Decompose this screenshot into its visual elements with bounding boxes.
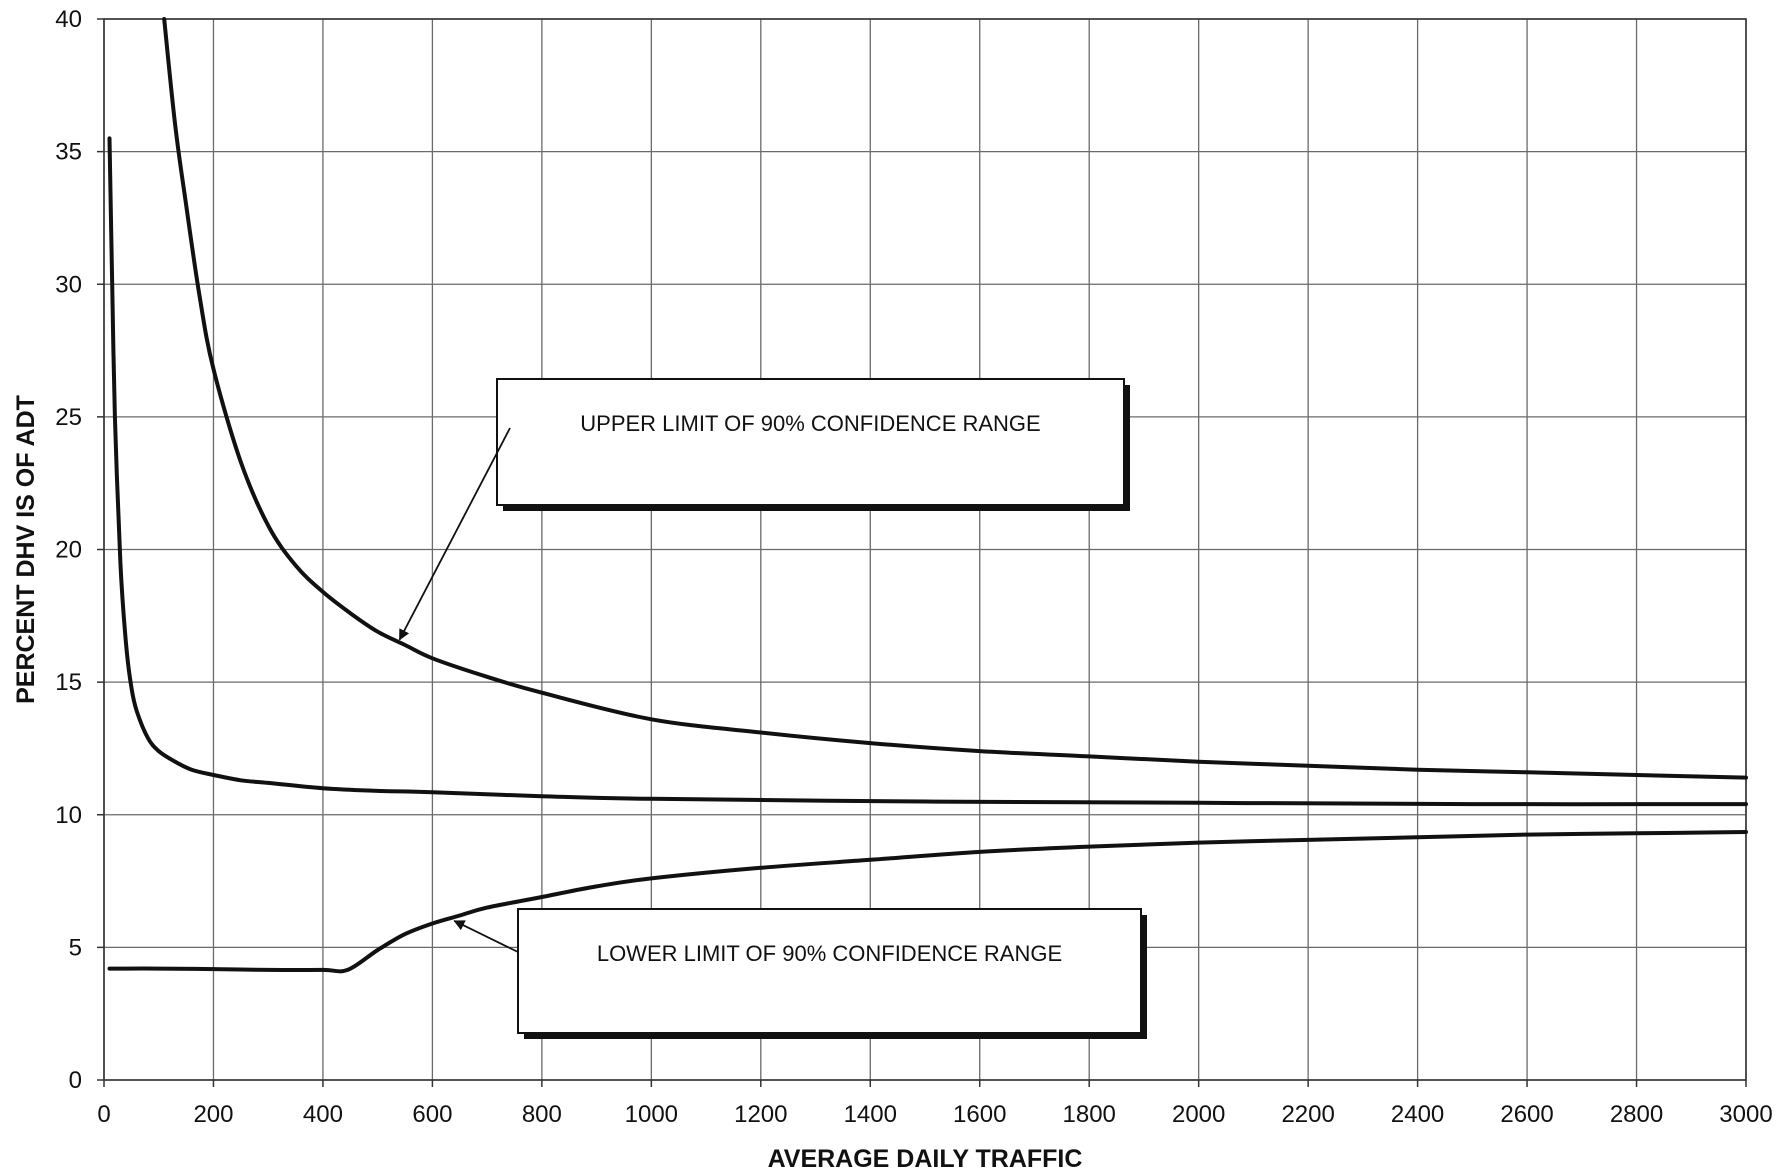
annotation-box-0: [496, 378, 1125, 506]
x-tick-label-6: 1200: [734, 1101, 787, 1128]
x-tick-label-8: 1600: [953, 1101, 1006, 1128]
y-tick-labels: 0 5 10 15 20 25 30 35 40: [55, 6, 104, 1094]
y-tick-label-0: 0: [69, 1067, 82, 1094]
x-tick-label-13: 2600: [1500, 1101, 1553, 1128]
y-tick-label-4: 20: [55, 537, 82, 564]
y-tick-label-5: 25: [55, 404, 82, 431]
x-tick-label-10: 2000: [1172, 1101, 1225, 1128]
annotation-text-0: UPPER LIMIT OF 90% CONFIDENCE RANGE: [580, 411, 1040, 436]
annotation-callout-0: UPPER LIMIT OF 90% CONFIDENCE RANGE: [398, 378, 1130, 641]
annotation-arrow-1: [453, 920, 519, 953]
series-line-1: [107, 136, 1748, 807]
y-tick-label-3: 15: [55, 669, 82, 696]
y-axis-title: PERCENT DHV IS OF ADT: [12, 395, 40, 704]
x-tick-labels: 0 200 400 600 800 1000 1200 1400 1600 1800 2000 220…: [97, 1080, 1773, 1128]
series-line-2: [107, 830, 1748, 974]
x-tick-label-15: 3000: [1719, 1101, 1772, 1128]
x-tick-label-12: 2400: [1391, 1101, 1444, 1128]
x-tick-label-9: 1800: [1063, 1101, 1116, 1128]
x-tick-label-5: 1000: [625, 1101, 678, 1128]
y-tick-label-7: 35: [55, 139, 82, 166]
x-tick-label-14: 2800: [1610, 1101, 1663, 1128]
series-group: [107, 17, 1748, 974]
annotation-arrow-0: [398, 427, 511, 641]
series-line-0: [162, 17, 1748, 780]
x-tick-label-7: 1400: [844, 1101, 897, 1128]
annotation-text-1: LOWER LIMIT OF 90% CONFIDENCE RANGE: [597, 941, 1062, 966]
x-tick-label-11: 2200: [1281, 1101, 1334, 1128]
annotations: UPPER LIMIT OF 90% CONFIDENCE RANGE LOWER…: [398, 378, 1147, 1039]
y-tick-label-6: 30: [55, 271, 82, 298]
x-axis-title: AVERAGE DAILY TRAFFIC: [768, 1145, 1083, 1173]
y-tick-label-8: 40: [55, 6, 82, 33]
x-tick-label-0: 0: [97, 1101, 110, 1128]
x-tick-label-3: 600: [412, 1101, 452, 1128]
x-tick-label-2: 400: [303, 1101, 343, 1128]
x-tick-label-1: 200: [193, 1101, 233, 1128]
annotation-box-1: [517, 908, 1142, 1034]
x-tick-label-4: 800: [522, 1101, 562, 1128]
annotation-callout-1: LOWER LIMIT OF 90% CONFIDENCE RANGE: [453, 908, 1147, 1039]
y-tick-label-1: 5: [69, 934, 82, 961]
y-tick-label-2: 10: [55, 802, 82, 829]
